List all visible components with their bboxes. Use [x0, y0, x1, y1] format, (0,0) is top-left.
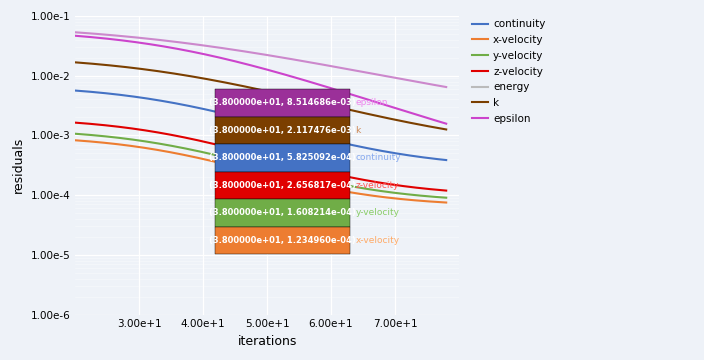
Text: (3.800000e+01, 1.234960e-04): (3.800000e+01, 1.234960e-04) — [209, 236, 356, 245]
Text: (3.800000e+01, 1.608214e-04): (3.800000e+01, 1.608214e-04) — [209, 208, 356, 217]
k — [115, 64, 124, 68]
k — [339, 106, 347, 111]
Text: k: k — [356, 126, 360, 135]
epsilon — [218, 56, 226, 60]
z-velocity — [339, 174, 347, 178]
Text: z-velocity: z-velocity — [356, 181, 399, 190]
Line: epsilon: epsilon — [75, 36, 446, 124]
epsilon — [115, 38, 124, 42]
energy — [341, 67, 349, 71]
FancyBboxPatch shape — [215, 226, 350, 254]
k — [442, 127, 451, 132]
k — [304, 98, 313, 103]
epsilon — [442, 122, 451, 126]
epsilon — [191, 50, 200, 55]
energy — [115, 34, 124, 38]
Line: x-velocity: x-velocity — [75, 140, 446, 203]
Y-axis label: residuals: residuals — [12, 137, 25, 193]
z-velocity — [71, 121, 80, 125]
energy — [339, 66, 347, 71]
Line: continuity: continuity — [75, 91, 446, 160]
Text: (3.800000e+01, 8.514686e-03): (3.800000e+01, 8.514686e-03) — [209, 98, 356, 107]
X-axis label: iterations: iterations — [237, 335, 297, 348]
x-velocity — [339, 189, 347, 193]
x-velocity — [71, 138, 80, 143]
continuity — [442, 158, 451, 162]
Line: energy: energy — [75, 32, 446, 87]
y-velocity — [341, 183, 349, 187]
epsilon — [71, 33, 80, 38]
y-velocity — [339, 183, 347, 187]
y-velocity — [71, 132, 80, 136]
FancyBboxPatch shape — [215, 172, 350, 199]
continuity — [115, 93, 124, 97]
y-velocity — [304, 175, 313, 180]
k — [218, 80, 226, 84]
continuity — [304, 133, 313, 137]
Text: x-velocity: x-velocity — [356, 236, 399, 245]
y-velocity — [115, 136, 124, 140]
epsilon — [341, 90, 349, 95]
FancyBboxPatch shape — [215, 144, 350, 172]
FancyBboxPatch shape — [215, 199, 350, 226]
continuity — [71, 89, 80, 93]
epsilon — [339, 90, 347, 94]
x-velocity — [115, 142, 124, 147]
z-velocity — [304, 166, 313, 170]
y-velocity — [191, 149, 200, 153]
energy — [304, 60, 313, 64]
x-velocity — [218, 161, 226, 166]
FancyBboxPatch shape — [215, 117, 350, 144]
y-velocity — [218, 154, 226, 159]
z-velocity — [442, 188, 451, 193]
continuity — [191, 105, 200, 109]
continuity — [341, 141, 349, 145]
Text: (3.800000e+01, 2.117476e-03): (3.800000e+01, 2.117476e-03) — [209, 126, 356, 135]
Text: y-velocity: y-velocity — [356, 208, 399, 217]
Text: epsilon: epsilon — [356, 98, 388, 107]
x-velocity — [304, 182, 313, 186]
energy — [191, 42, 200, 46]
FancyBboxPatch shape — [215, 89, 350, 117]
Legend: continuity, x-velocity, y-velocity, z-velocity, energy, k, epsilon: continuity, x-velocity, y-velocity, z-ve… — [468, 15, 550, 128]
continuity — [218, 111, 226, 115]
Line: z-velocity: z-velocity — [75, 123, 446, 190]
energy — [442, 85, 451, 89]
x-velocity — [341, 189, 349, 194]
y-velocity — [442, 195, 451, 200]
Text: (3.800000e+01, 2.656817e-04): (3.800000e+01, 2.656817e-04) — [209, 181, 356, 190]
x-velocity — [191, 155, 200, 159]
k — [71, 60, 80, 64]
k — [191, 75, 200, 79]
energy — [218, 46, 226, 50]
continuity — [339, 141, 347, 145]
z-velocity — [341, 174, 349, 178]
epsilon — [304, 79, 313, 84]
z-velocity — [115, 125, 124, 129]
Line: k: k — [75, 62, 446, 130]
k — [341, 107, 349, 111]
Line: y-velocity: y-velocity — [75, 134, 446, 198]
z-velocity — [191, 138, 200, 142]
Text: (3.800000e+01, 5.825092e-04): (3.800000e+01, 5.825092e-04) — [209, 153, 356, 162]
energy — [71, 30, 80, 35]
x-velocity — [442, 201, 451, 205]
z-velocity — [218, 144, 226, 148]
Text: continuity: continuity — [356, 153, 401, 162]
